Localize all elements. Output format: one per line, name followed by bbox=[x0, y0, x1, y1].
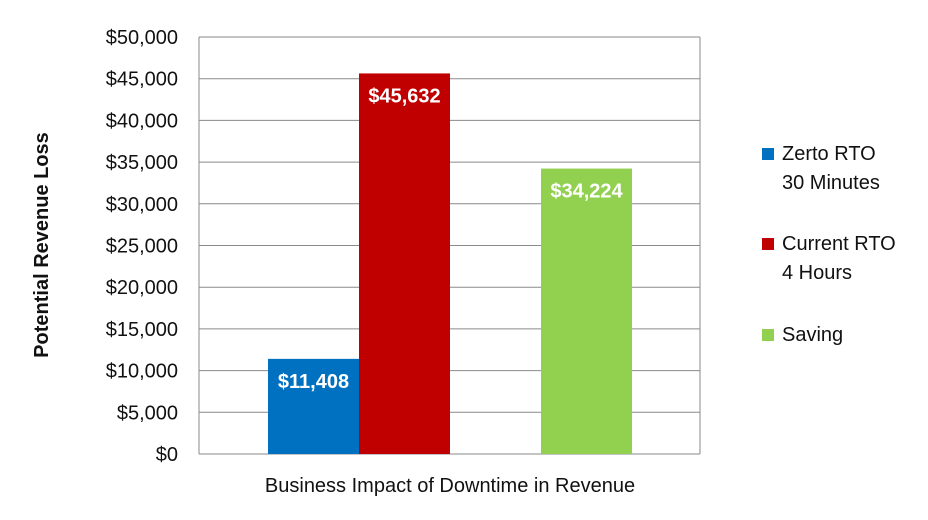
legend-swatch bbox=[762, 329, 774, 341]
legend-label: Zerto RTO bbox=[782, 143, 876, 165]
legend-label: Saving bbox=[782, 324, 843, 346]
legend-label: 4 Hours bbox=[782, 262, 852, 284]
y-tick-label: $40,000 bbox=[106, 110, 178, 132]
legend-item-zerto-rto: Zerto RTO 30 Minutes bbox=[762, 143, 880, 194]
y-tick-label: $35,000 bbox=[106, 152, 178, 174]
legend-item-saving: Saving bbox=[762, 324, 843, 346]
bar-value-label: $34,224 bbox=[550, 181, 623, 203]
bars bbox=[268, 73, 632, 454]
legend-label: 30 Minutes bbox=[782, 172, 880, 194]
legend-label: Current RTO bbox=[782, 233, 896, 255]
bar-current-rto bbox=[359, 73, 450, 454]
y-tick-label: $50,000 bbox=[106, 27, 178, 49]
y-tick-label: $15,000 bbox=[106, 319, 178, 341]
y-tick-label: $0 bbox=[156, 444, 178, 466]
legend-swatch bbox=[762, 148, 774, 160]
x-axis-label: Business Impact of Downtime in Revenue bbox=[265, 475, 635, 497]
y-axis-label: Potential Revenue Loss bbox=[31, 132, 53, 358]
legend-swatch bbox=[762, 238, 774, 250]
y-tick-labels: $0 $5,000 $10,000 $15,000 $20,000 $25,000 $30,… bbox=[106, 27, 178, 466]
bar-zerto-rto bbox=[268, 358, 359, 454]
y-tick-label: $10,000 bbox=[106, 361, 178, 383]
bar-value-labels: $11,408 $45,632 $34,224 bbox=[278, 85, 624, 392]
y-tick-label: $30,000 bbox=[106, 194, 178, 216]
y-tick-label: $20,000 bbox=[106, 277, 178, 299]
legend-item-current-rto: Current RTO 4 Hours bbox=[762, 233, 896, 284]
bar-value-label: $45,632 bbox=[368, 85, 440, 107]
legend: Zerto RTO 30 Minutes Current RTO 4 Hours Sav… bbox=[762, 143, 896, 346]
y-tick-label: $45,000 bbox=[106, 69, 178, 91]
y-tick-label: $5,000 bbox=[117, 402, 178, 424]
bar-saving bbox=[541, 168, 632, 454]
bar-value-label: $11,408 bbox=[278, 371, 349, 393]
y-tick-label: $25,000 bbox=[106, 236, 178, 258]
